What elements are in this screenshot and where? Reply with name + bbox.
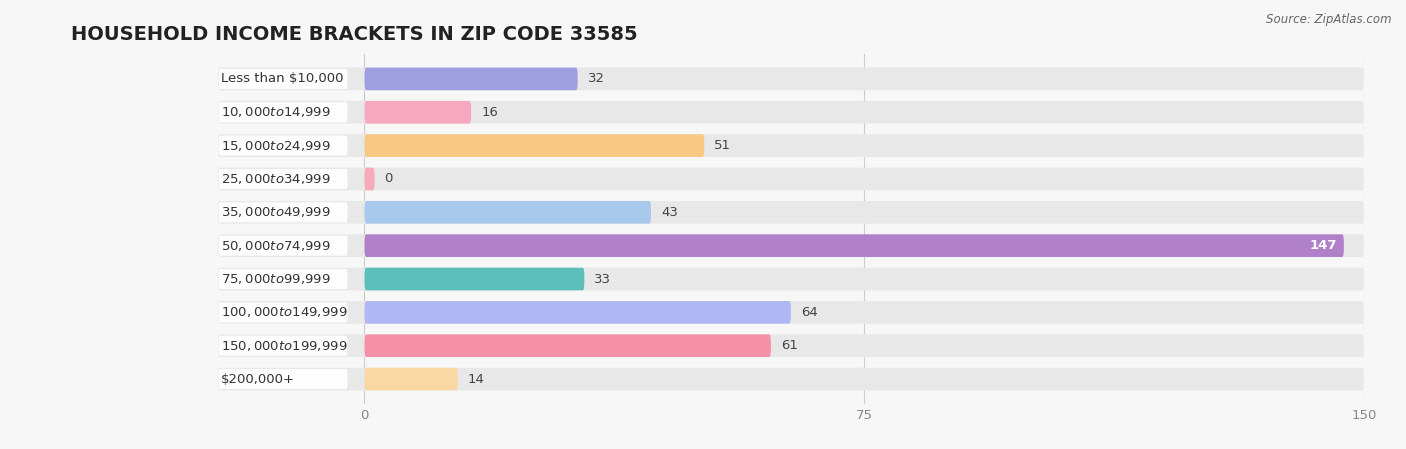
FancyBboxPatch shape [218,336,347,356]
FancyBboxPatch shape [218,167,1364,190]
FancyBboxPatch shape [364,301,790,324]
FancyBboxPatch shape [218,234,1364,257]
FancyBboxPatch shape [364,167,374,190]
Text: 43: 43 [661,206,678,219]
FancyBboxPatch shape [218,101,1364,123]
FancyBboxPatch shape [218,102,347,122]
Text: 0: 0 [384,172,392,185]
Text: 64: 64 [801,306,818,319]
FancyBboxPatch shape [218,335,1364,357]
FancyBboxPatch shape [218,69,347,89]
FancyBboxPatch shape [364,268,585,291]
FancyBboxPatch shape [218,368,1364,391]
Text: 14: 14 [468,373,485,386]
Text: 61: 61 [780,339,797,352]
FancyBboxPatch shape [364,368,458,391]
FancyBboxPatch shape [364,101,471,123]
FancyBboxPatch shape [218,134,1364,157]
FancyBboxPatch shape [218,302,347,322]
Text: 16: 16 [481,106,498,119]
Text: Source: ZipAtlas.com: Source: ZipAtlas.com [1267,13,1392,26]
FancyBboxPatch shape [364,234,1344,257]
Text: $200,000+: $200,000+ [221,373,295,386]
FancyBboxPatch shape [364,134,704,157]
FancyBboxPatch shape [218,236,347,255]
Text: $10,000 to $14,999: $10,000 to $14,999 [221,105,330,119]
FancyBboxPatch shape [218,301,1364,324]
FancyBboxPatch shape [364,67,578,90]
Text: $25,000 to $34,999: $25,000 to $34,999 [221,172,330,186]
Text: $150,000 to $199,999: $150,000 to $199,999 [221,339,347,353]
FancyBboxPatch shape [364,335,770,357]
FancyBboxPatch shape [364,201,651,224]
FancyBboxPatch shape [218,202,347,222]
Text: $15,000 to $24,999: $15,000 to $24,999 [221,139,330,153]
Text: $75,000 to $99,999: $75,000 to $99,999 [221,272,330,286]
FancyBboxPatch shape [218,169,347,189]
FancyBboxPatch shape [218,201,1364,224]
FancyBboxPatch shape [218,67,1364,90]
Text: Less than $10,000: Less than $10,000 [221,72,343,85]
Text: 33: 33 [595,273,612,286]
Text: 147: 147 [1309,239,1337,252]
Text: $35,000 to $49,999: $35,000 to $49,999 [221,205,330,219]
FancyBboxPatch shape [218,269,347,289]
Text: $100,000 to $149,999: $100,000 to $149,999 [221,305,347,319]
FancyBboxPatch shape [218,136,347,156]
FancyBboxPatch shape [218,268,1364,291]
Text: 32: 32 [588,72,605,85]
Text: $50,000 to $74,999: $50,000 to $74,999 [221,239,330,253]
FancyBboxPatch shape [218,369,347,389]
Text: 51: 51 [714,139,731,152]
Text: HOUSEHOLD INCOME BRACKETS IN ZIP CODE 33585: HOUSEHOLD INCOME BRACKETS IN ZIP CODE 33… [72,25,638,44]
